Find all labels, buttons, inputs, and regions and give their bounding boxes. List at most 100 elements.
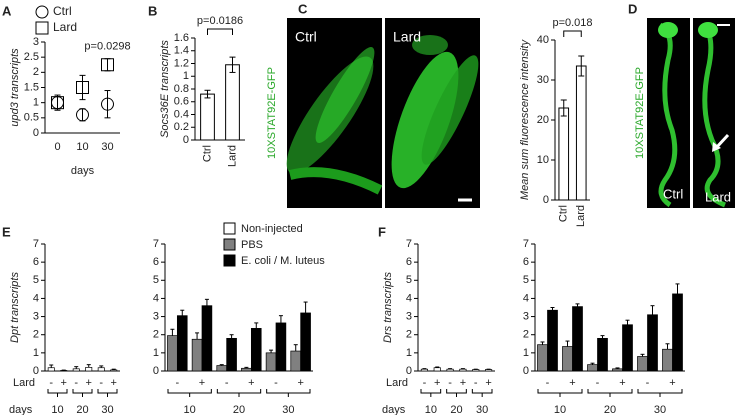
group-bracket xyxy=(97,389,118,397)
y-tick-label: 0 xyxy=(406,365,412,377)
x-tick-label: Lard xyxy=(575,205,587,227)
x-tick-label: - xyxy=(274,377,278,389)
y-tick-label: 1 xyxy=(523,347,529,359)
y-tick-label: 4 xyxy=(523,292,529,304)
x-tick-label: Ctrl xyxy=(201,145,213,162)
y-tick-label: 0 xyxy=(543,194,549,206)
y-tick-label: 4 xyxy=(33,292,39,304)
x-tick-label: - xyxy=(225,377,229,389)
image-background xyxy=(693,18,735,208)
y-tick-label: 7 xyxy=(153,238,159,250)
bar xyxy=(587,364,598,372)
y-tick-label: 0 xyxy=(153,365,159,377)
bar xyxy=(167,335,178,372)
group-bracket xyxy=(637,389,683,397)
legend-label: PBS xyxy=(241,239,263,251)
bar xyxy=(72,368,80,372)
gfp-signal xyxy=(658,22,678,38)
x-axis-label: days xyxy=(9,404,33,415)
bar xyxy=(241,367,252,372)
y-tick-label: 0.8 xyxy=(174,83,189,95)
group-bracket xyxy=(471,389,493,397)
bar xyxy=(562,346,573,372)
group-bracket xyxy=(47,389,68,397)
x-tick-label: + xyxy=(86,377,92,389)
x-axis-label: days xyxy=(71,165,95,177)
y-tick-label: 5 xyxy=(406,274,412,286)
y-tick-label: 20 xyxy=(537,114,549,126)
point-marker xyxy=(101,97,114,111)
group-label: 30 xyxy=(476,404,488,415)
x-tick-label: + xyxy=(619,377,625,389)
gfp-signal xyxy=(315,46,375,144)
bar xyxy=(637,356,648,372)
x-tick-label: + xyxy=(297,377,303,389)
x-tick-label: - xyxy=(74,377,78,389)
x-tick-label: 10 xyxy=(76,141,88,153)
gfp-signal xyxy=(658,22,678,208)
group-label: 10 xyxy=(184,404,196,415)
group-bracket xyxy=(537,389,583,397)
arrow-head xyxy=(712,142,721,152)
image-label: Lard xyxy=(393,29,421,45)
y-tick-label: 2 xyxy=(406,329,412,341)
image-label: Ctrl xyxy=(663,186,683,201)
y-tick-label: 3 xyxy=(153,310,159,322)
group-label: 20 xyxy=(450,404,462,415)
annotation: p=0.0186 xyxy=(197,15,243,27)
legend-marker xyxy=(35,21,49,35)
y-axis-label: Socs36E transcripts xyxy=(159,40,171,138)
image-caption: 10XSTAT92E-GFP xyxy=(634,67,646,159)
bar xyxy=(622,324,633,372)
micrograph: Lard xyxy=(693,18,735,208)
bar xyxy=(672,293,683,372)
y-axis-label: Dpt transcripts xyxy=(9,272,21,343)
y-tick-label: 5 xyxy=(153,274,159,286)
panel-letter: C xyxy=(298,1,308,16)
x-tick-label: + xyxy=(569,377,575,389)
x-tick-label: - xyxy=(646,377,650,389)
bar xyxy=(216,365,228,372)
x-axis-label: days xyxy=(382,404,406,415)
y-tick-label: 0 xyxy=(523,365,529,377)
group-bracket xyxy=(420,389,442,397)
y-tick-label: 1.5 xyxy=(24,81,39,93)
bar xyxy=(485,369,493,372)
x-tick-label: 30 xyxy=(101,141,113,153)
x-tick-label: + xyxy=(248,377,254,389)
x-tick-label: Ctrl xyxy=(558,205,570,222)
y-tick-label: 4 xyxy=(153,292,159,304)
legend-swatch xyxy=(223,222,236,235)
group-label: 20 xyxy=(76,404,88,415)
y-tick-label: 1.4 xyxy=(174,45,189,57)
bar xyxy=(662,348,673,372)
y-tick-label: 7 xyxy=(406,238,412,250)
gfp-signal xyxy=(702,23,726,208)
group-label: 10 xyxy=(425,404,437,415)
group-bracket xyxy=(216,389,262,397)
x-tick-label: - xyxy=(49,377,53,389)
point-marker xyxy=(76,81,89,94)
bar xyxy=(575,65,587,201)
bar xyxy=(547,309,558,372)
group-label: 30 xyxy=(282,404,294,415)
y-tick-label: 0 xyxy=(33,127,39,139)
micrograph: Lard xyxy=(385,18,480,208)
y-tick-label: 0.4 xyxy=(174,108,189,120)
bar xyxy=(110,369,118,372)
y-tick-label: 0 xyxy=(183,134,189,146)
group-bracket xyxy=(446,389,467,397)
bar xyxy=(201,305,213,372)
bar xyxy=(225,64,240,141)
group-label: 20 xyxy=(233,404,245,415)
bar xyxy=(200,93,215,141)
y-tick-label: 3 xyxy=(523,310,529,322)
group-label: 30 xyxy=(654,404,666,415)
group-label: 30 xyxy=(101,404,113,415)
x-tick-label: - xyxy=(546,377,550,389)
annotation: p=0.0298 xyxy=(84,41,130,53)
x-tick-label: + xyxy=(485,377,491,389)
gfp-signal xyxy=(698,22,718,38)
